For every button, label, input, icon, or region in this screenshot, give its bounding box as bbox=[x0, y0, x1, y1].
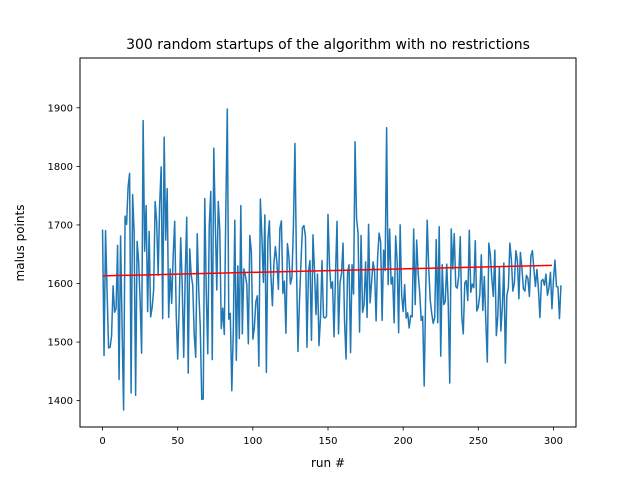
y-axis: 1400 1500 1600 1700 1800 1900 bbox=[48, 103, 80, 407]
y-tick-label: 1400 bbox=[48, 396, 73, 407]
y-tick-label: 1600 bbox=[48, 279, 73, 290]
x-axis-label: run # bbox=[311, 456, 345, 470]
x-tick-label: 200 bbox=[394, 436, 413, 447]
plot-area bbox=[101, 108, 562, 411]
y-tick-label: 1900 bbox=[48, 103, 73, 114]
x-tick-label: 250 bbox=[469, 436, 488, 447]
y-tick-label: 1700 bbox=[48, 220, 73, 231]
x-tick-label: 100 bbox=[243, 436, 262, 447]
x-tick-label: 150 bbox=[318, 436, 337, 447]
y-tick-label: 1500 bbox=[48, 338, 73, 349]
x-tick-label: 0 bbox=[99, 436, 105, 447]
series-line-1 bbox=[102, 264, 552, 277]
x-tick-label: 300 bbox=[544, 436, 563, 447]
series-line-0 bbox=[101, 108, 562, 411]
chart-title: 300 random startups of the algorithm wit… bbox=[126, 37, 530, 53]
x-tick-label: 50 bbox=[171, 436, 184, 447]
x-axis: 0 50 100 150 200 250 300 bbox=[99, 427, 563, 447]
y-axis-label: malus points bbox=[13, 205, 27, 282]
y-tick-label: 1800 bbox=[48, 162, 73, 173]
